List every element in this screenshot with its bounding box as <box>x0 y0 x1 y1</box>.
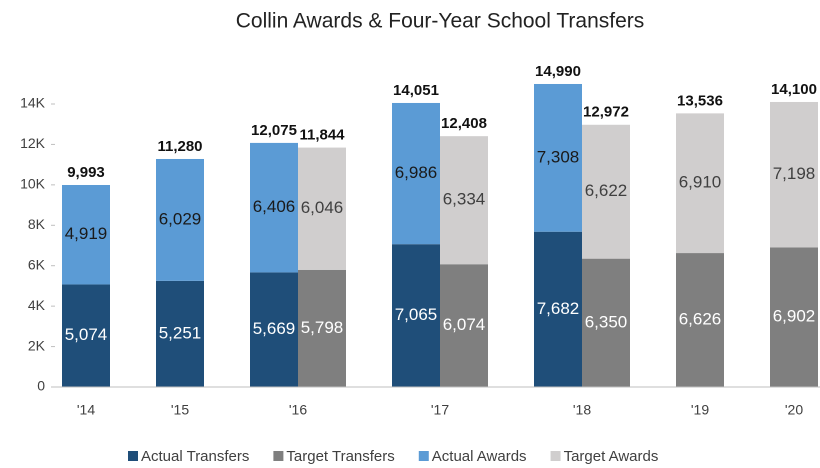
bar-label: 5,798 <box>301 318 344 337</box>
bar-segment <box>250 272 298 387</box>
legend-swatch <box>128 451 138 461</box>
bar-segment <box>156 158 204 281</box>
bar-segment <box>770 247 818 387</box>
total-label: 12,972 <box>583 104 629 121</box>
bar-label: 5,251 <box>159 323 202 342</box>
total-label: 14,100 <box>771 81 817 98</box>
y-tick-label: 14K <box>20 95 46 111</box>
bar-label: 6,074 <box>443 315 486 334</box>
y-tick-label: 0 <box>37 378 45 394</box>
total-label: 12,408 <box>441 115 487 132</box>
bar-segment <box>392 244 440 387</box>
bar-segment <box>250 142 298 273</box>
y-tick-label: 8K <box>28 216 46 232</box>
legend-label: Target Transfers <box>286 448 394 465</box>
y-tick-label: 2K <box>28 337 46 353</box>
y-tick-label: 10K <box>20 176 46 192</box>
bar-segment <box>298 269 346 387</box>
bar-label: 7,682 <box>537 299 580 318</box>
legend-label: Actual Transfers <box>141 448 249 465</box>
bar-label: 5,669 <box>253 319 296 338</box>
bar-label: 7,198 <box>773 164 816 183</box>
bar-label: 6,406 <box>253 197 296 216</box>
bar-segment <box>156 280 204 387</box>
x-tick-label: '18 <box>573 402 591 418</box>
y-tick-label: 6K <box>28 256 46 272</box>
x-tick-label: '17 <box>431 402 449 418</box>
bar-segment <box>534 231 582 387</box>
bar-segment <box>582 258 630 387</box>
bar-segment <box>770 101 818 248</box>
x-tick-label: '20 <box>785 402 803 418</box>
bar-label: 6,910 <box>679 173 722 192</box>
total-label: 12,075 <box>251 122 297 139</box>
x-tick-label: '19 <box>691 402 709 418</box>
bar-segment <box>440 136 488 265</box>
total-label: 11,280 <box>157 138 202 155</box>
bar-label: 7,065 <box>395 305 438 324</box>
bar-label: 6,626 <box>679 310 722 329</box>
y-tick-label: 12K <box>20 135 46 151</box>
total-label: 9,993 <box>67 164 105 181</box>
legend-swatch <box>550 451 561 461</box>
legend-label: Actual Awards <box>432 448 527 465</box>
bar-segment <box>440 264 488 387</box>
legend-label: Target Awards <box>564 448 659 465</box>
bar-segment <box>534 83 582 232</box>
bar-label: 6,622 <box>585 181 628 200</box>
bar-label: 6,046 <box>301 198 344 217</box>
bar-label: 4,919 <box>65 224 108 243</box>
legend-swatch <box>418 451 429 461</box>
bar-segment <box>62 184 110 285</box>
total-label: 14,051 <box>393 82 439 99</box>
bar-label: 7,308 <box>537 147 580 166</box>
x-tick-label: '16 <box>289 402 307 418</box>
bar-label: 5,074 <box>65 325 108 344</box>
y-tick-label: 4K <box>28 297 46 313</box>
bar-segment <box>582 124 630 259</box>
bar-segment <box>298 147 346 270</box>
bar-segment <box>676 113 724 254</box>
bar-label: 6,334 <box>443 190 486 209</box>
bar-label: 6,029 <box>159 209 202 228</box>
total-label: 14,990 <box>535 63 581 80</box>
x-tick-label: '15 <box>171 402 189 418</box>
bar-segment <box>62 284 110 387</box>
bar-segment <box>392 102 440 245</box>
bar-segment <box>676 253 724 387</box>
bar-label: 6,350 <box>585 312 628 331</box>
legend-swatch <box>273 451 284 461</box>
total-label: 11,844 <box>299 127 345 144</box>
x-tick-label: '14 <box>77 402 95 418</box>
chart-title: Collin Awards & Four-Year School Transfe… <box>236 10 645 33</box>
total-label: 13,536 <box>677 92 723 109</box>
bar-label: 6,986 <box>395 163 438 182</box>
bar-label: 6,902 <box>773 307 816 326</box>
